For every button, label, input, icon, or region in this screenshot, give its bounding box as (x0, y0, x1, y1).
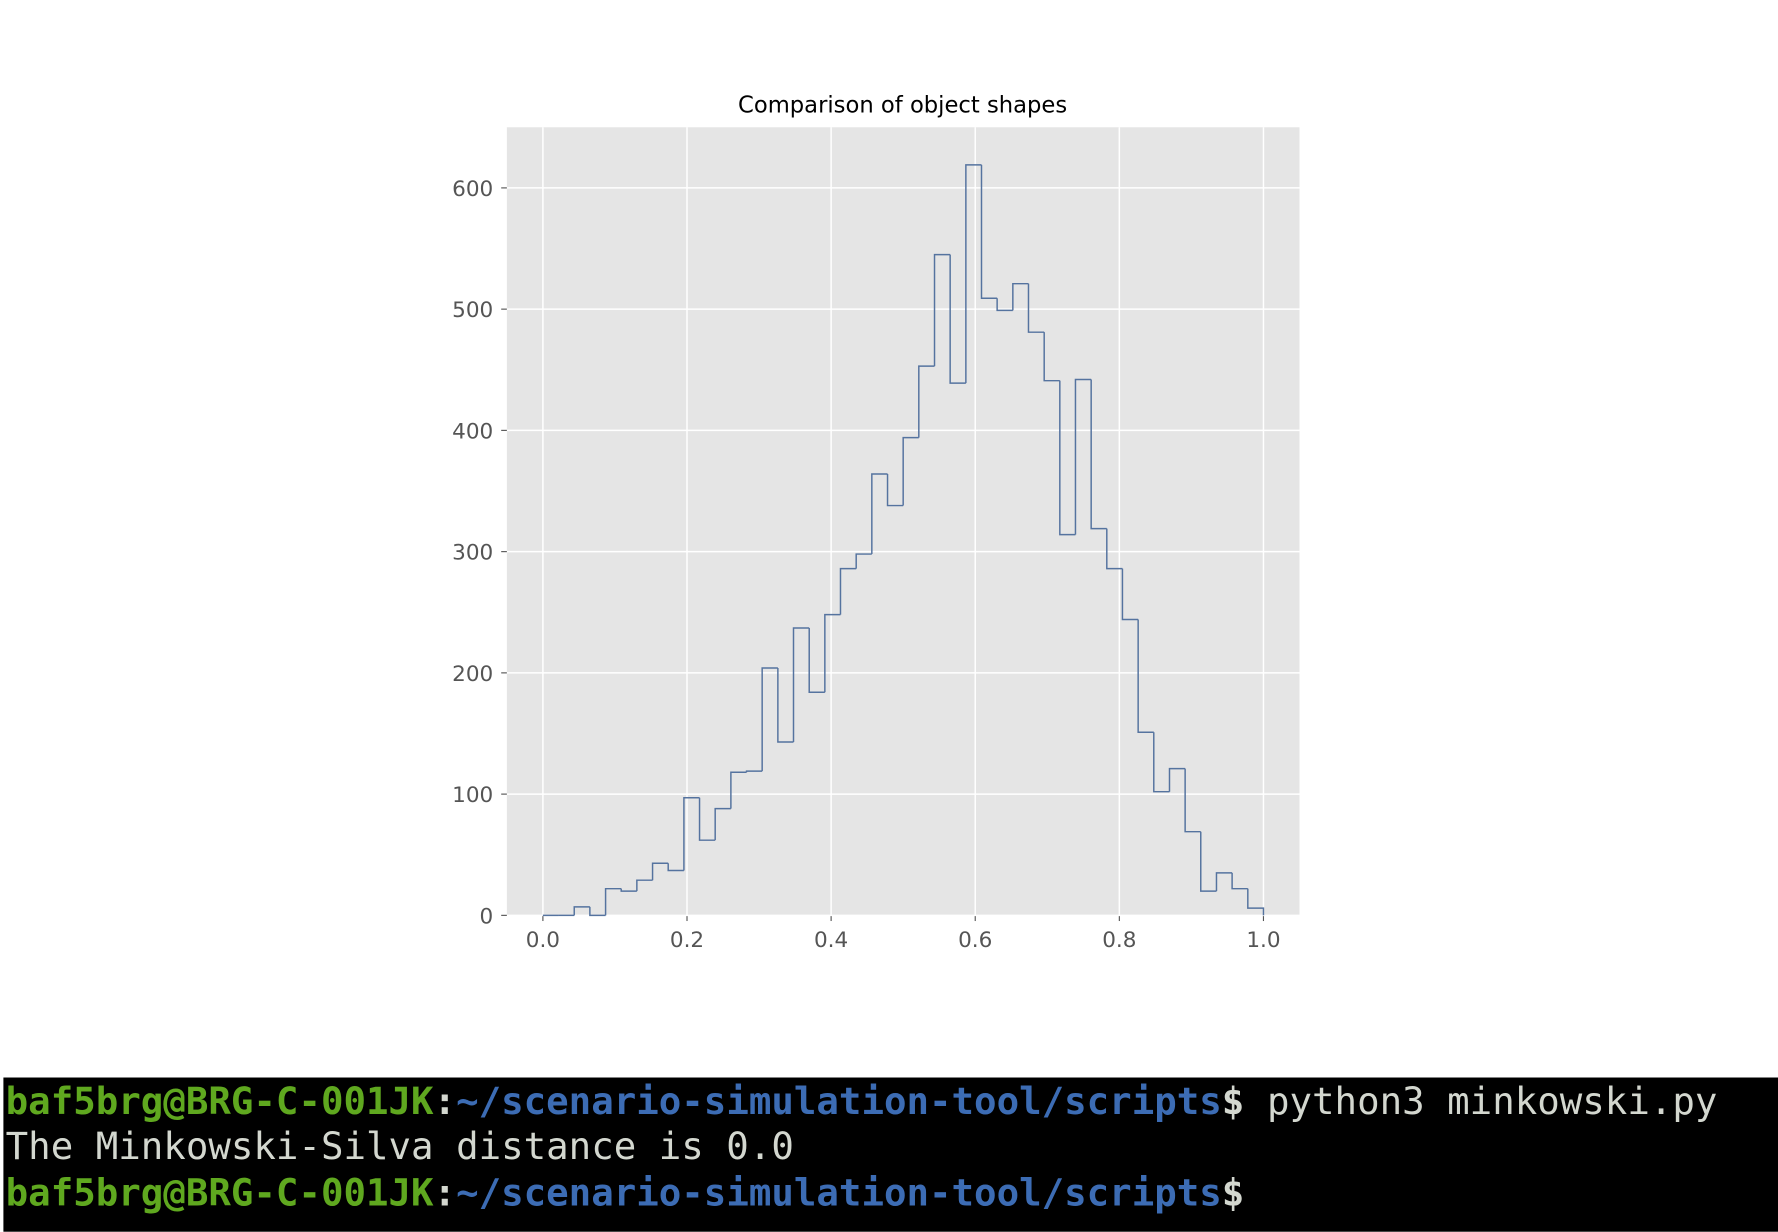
command: python3 minkowski.py (1267, 1079, 1717, 1123)
x-tick-label: 1.0 (1246, 928, 1280, 953)
terminal-text: baf5brg@BRG-C-001JK:~/scenario-simulatio… (6, 1079, 1718, 1215)
histogram-step (1184, 768, 1201, 833)
histogram-step (620, 888, 637, 892)
terminal-line: The Minkowski-Silva distance is 0.0 (6, 1124, 794, 1168)
histogram-step (808, 628, 825, 694)
histogram-step (980, 164, 998, 299)
histogram-step (589, 906, 606, 917)
x-tick-label: 0.0 (526, 928, 560, 953)
y-tick-label: 600 (452, 177, 493, 202)
histogram-step (745, 770, 763, 773)
terminal (3, 1077, 1778, 1232)
x-tick-label: 0.2 (670, 928, 704, 953)
prompt-user: baf5brg@BRG-C-001JK (6, 1171, 434, 1215)
histogram-step (902, 436, 919, 506)
histogram-step (855, 553, 872, 569)
histogram-step (1137, 619, 1154, 734)
histogram-step (1121, 568, 1139, 621)
x-tick-label: 0.4 (814, 928, 848, 953)
prompt-separator: : (434, 1079, 457, 1123)
histogram-step (777, 668, 794, 743)
y-tick-label: 300 (452, 541, 493, 566)
histogram-step (698, 797, 716, 841)
histogram-step (949, 254, 966, 384)
y-tick-label: 100 (452, 783, 493, 808)
prompt-symbol: $ (1222, 1079, 1245, 1123)
chart-title: Comparison of object shapes (738, 93, 1067, 119)
histogram-step (1059, 380, 1076, 536)
histogram-step (1153, 732, 1170, 793)
histogram-step (1012, 282, 1029, 311)
plot-area (506, 127, 1300, 916)
histogram-step (824, 613, 841, 693)
histogram-step (1168, 767, 1186, 792)
prompt-path: ~/scenario-simulation-tool/scripts (456, 1079, 1222, 1123)
histogram-step (792, 627, 810, 742)
histogram-step (1106, 528, 1123, 570)
prompt-user: baf5brg@BRG-C-001JK (6, 1079, 434, 1123)
x-tick-label: 0.8 (1102, 928, 1136, 953)
histogram-step (1090, 379, 1107, 530)
histogram-step (636, 879, 653, 892)
histogram-step (714, 807, 731, 841)
histogram-step (604, 887, 622, 916)
x-tick-label: 0.6 (958, 928, 992, 953)
histogram-step (730, 771, 747, 809)
histogram-step (651, 862, 669, 881)
terminal-line: baf5brg@BRG-C-001JK:~/scenario-simulatio… (6, 1171, 1245, 1215)
histogram-step (886, 474, 904, 507)
histogram-step (1074, 378, 1092, 535)
histogram-step (871, 473, 888, 555)
y-tick-label: 200 (452, 662, 493, 687)
prompt-symbol: $ (1222, 1171, 1245, 1215)
histogram-step (1043, 332, 1060, 382)
histogram-step (965, 164, 982, 384)
y-tick-label: 400 (452, 419, 493, 444)
output: The Minkowski-Silva distance is 0.0 (6, 1124, 794, 1168)
histogram-step (1215, 872, 1233, 892)
histogram-step (1247, 888, 1265, 916)
histogram-step (918, 365, 935, 438)
prompt-path: ~/scenario-simulation-tool/scripts (456, 1171, 1222, 1215)
histogram-step (933, 253, 951, 367)
histogram-step (1027, 283, 1045, 333)
histogram-step (761, 667, 778, 772)
histogram-step (667, 863, 684, 872)
histogram-step (1200, 831, 1217, 892)
histogram-step (1231, 872, 1248, 890)
histogram-step (683, 797, 700, 871)
terminal-line: baf5brg@BRG-C-001JK:~/scenario-simulatio… (6, 1079, 1718, 1123)
histogram-step (573, 906, 590, 916)
y-tick-label: 500 (452, 298, 493, 323)
prompt-separator: : (434, 1171, 457, 1215)
y-tick-label: 0 (480, 904, 494, 929)
histogram-step (996, 298, 1013, 312)
histogram-step (839, 567, 857, 615)
